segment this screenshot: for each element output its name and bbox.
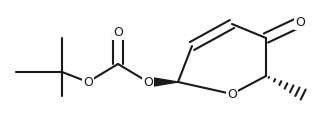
Text: O: O bbox=[295, 15, 305, 28]
Text: O: O bbox=[227, 87, 237, 100]
Polygon shape bbox=[148, 77, 178, 87]
Text: O: O bbox=[113, 25, 123, 38]
Text: O: O bbox=[83, 76, 93, 89]
Text: O: O bbox=[143, 76, 153, 89]
